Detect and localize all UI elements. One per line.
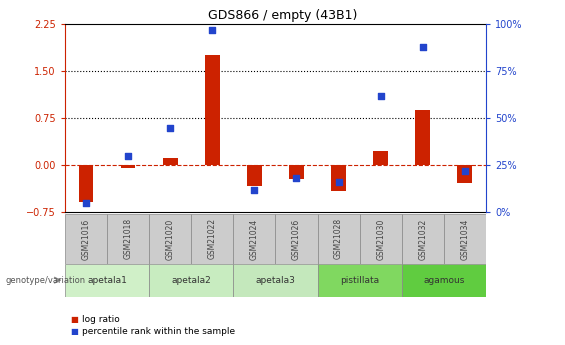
Text: GSM21026: GSM21026 [292, 218, 301, 259]
Point [460, 168, 470, 174]
Bar [276, 214, 318, 264]
Bar [233, 264, 318, 297]
Bar [458, 165, 472, 183]
Bar [373, 151, 388, 165]
Text: GSM21028: GSM21028 [334, 218, 343, 259]
Text: ■: ■ [71, 327, 79, 336]
Point [124, 153, 133, 158]
Text: pistillata: pistillata [340, 276, 379, 285]
Text: log ratio: log ratio [82, 315, 120, 324]
Bar [191, 214, 233, 264]
Text: GSM21020: GSM21020 [166, 218, 175, 259]
Text: GDS866 / empty (43B1): GDS866 / empty (43B1) [208, 9, 357, 22]
Point [376, 93, 385, 98]
Text: genotype/variation: genotype/variation [6, 276, 86, 285]
Bar [415, 110, 430, 165]
Bar [331, 165, 346, 191]
Bar [107, 214, 149, 264]
Bar [444, 214, 486, 264]
Point [334, 179, 343, 185]
Text: GSM21032: GSM21032 [418, 218, 427, 259]
Text: percentile rank within the sample: percentile rank within the sample [82, 327, 235, 336]
Point [250, 187, 259, 193]
Text: GSM21016: GSM21016 [81, 218, 90, 259]
Bar [289, 165, 304, 179]
Bar [205, 56, 220, 165]
Text: apetala2: apetala2 [171, 276, 211, 285]
Bar [163, 158, 177, 165]
Text: GSM21030: GSM21030 [376, 218, 385, 259]
Bar [402, 264, 486, 297]
Point [418, 44, 427, 49]
Bar [318, 214, 360, 264]
Text: ■: ■ [71, 315, 79, 324]
Text: apetala3: apetala3 [255, 276, 295, 285]
Text: GSM21034: GSM21034 [460, 218, 470, 259]
Bar [318, 264, 402, 297]
Text: GSM21024: GSM21024 [250, 218, 259, 259]
Bar [359, 214, 402, 264]
Bar [402, 214, 444, 264]
Bar [149, 214, 191, 264]
Text: GSM21018: GSM21018 [124, 218, 133, 259]
Point [208, 27, 217, 32]
Point [292, 176, 301, 181]
Bar [121, 165, 136, 168]
Text: agamous: agamous [423, 276, 464, 285]
Bar [233, 214, 276, 264]
Point [166, 125, 175, 130]
Text: GSM21022: GSM21022 [208, 218, 217, 259]
Bar [65, 214, 107, 264]
Bar [247, 165, 262, 186]
Bar [65, 264, 149, 297]
Bar [79, 165, 93, 201]
Bar [149, 264, 233, 297]
Point [81, 200, 90, 206]
Text: apetala1: apetala1 [87, 276, 127, 285]
